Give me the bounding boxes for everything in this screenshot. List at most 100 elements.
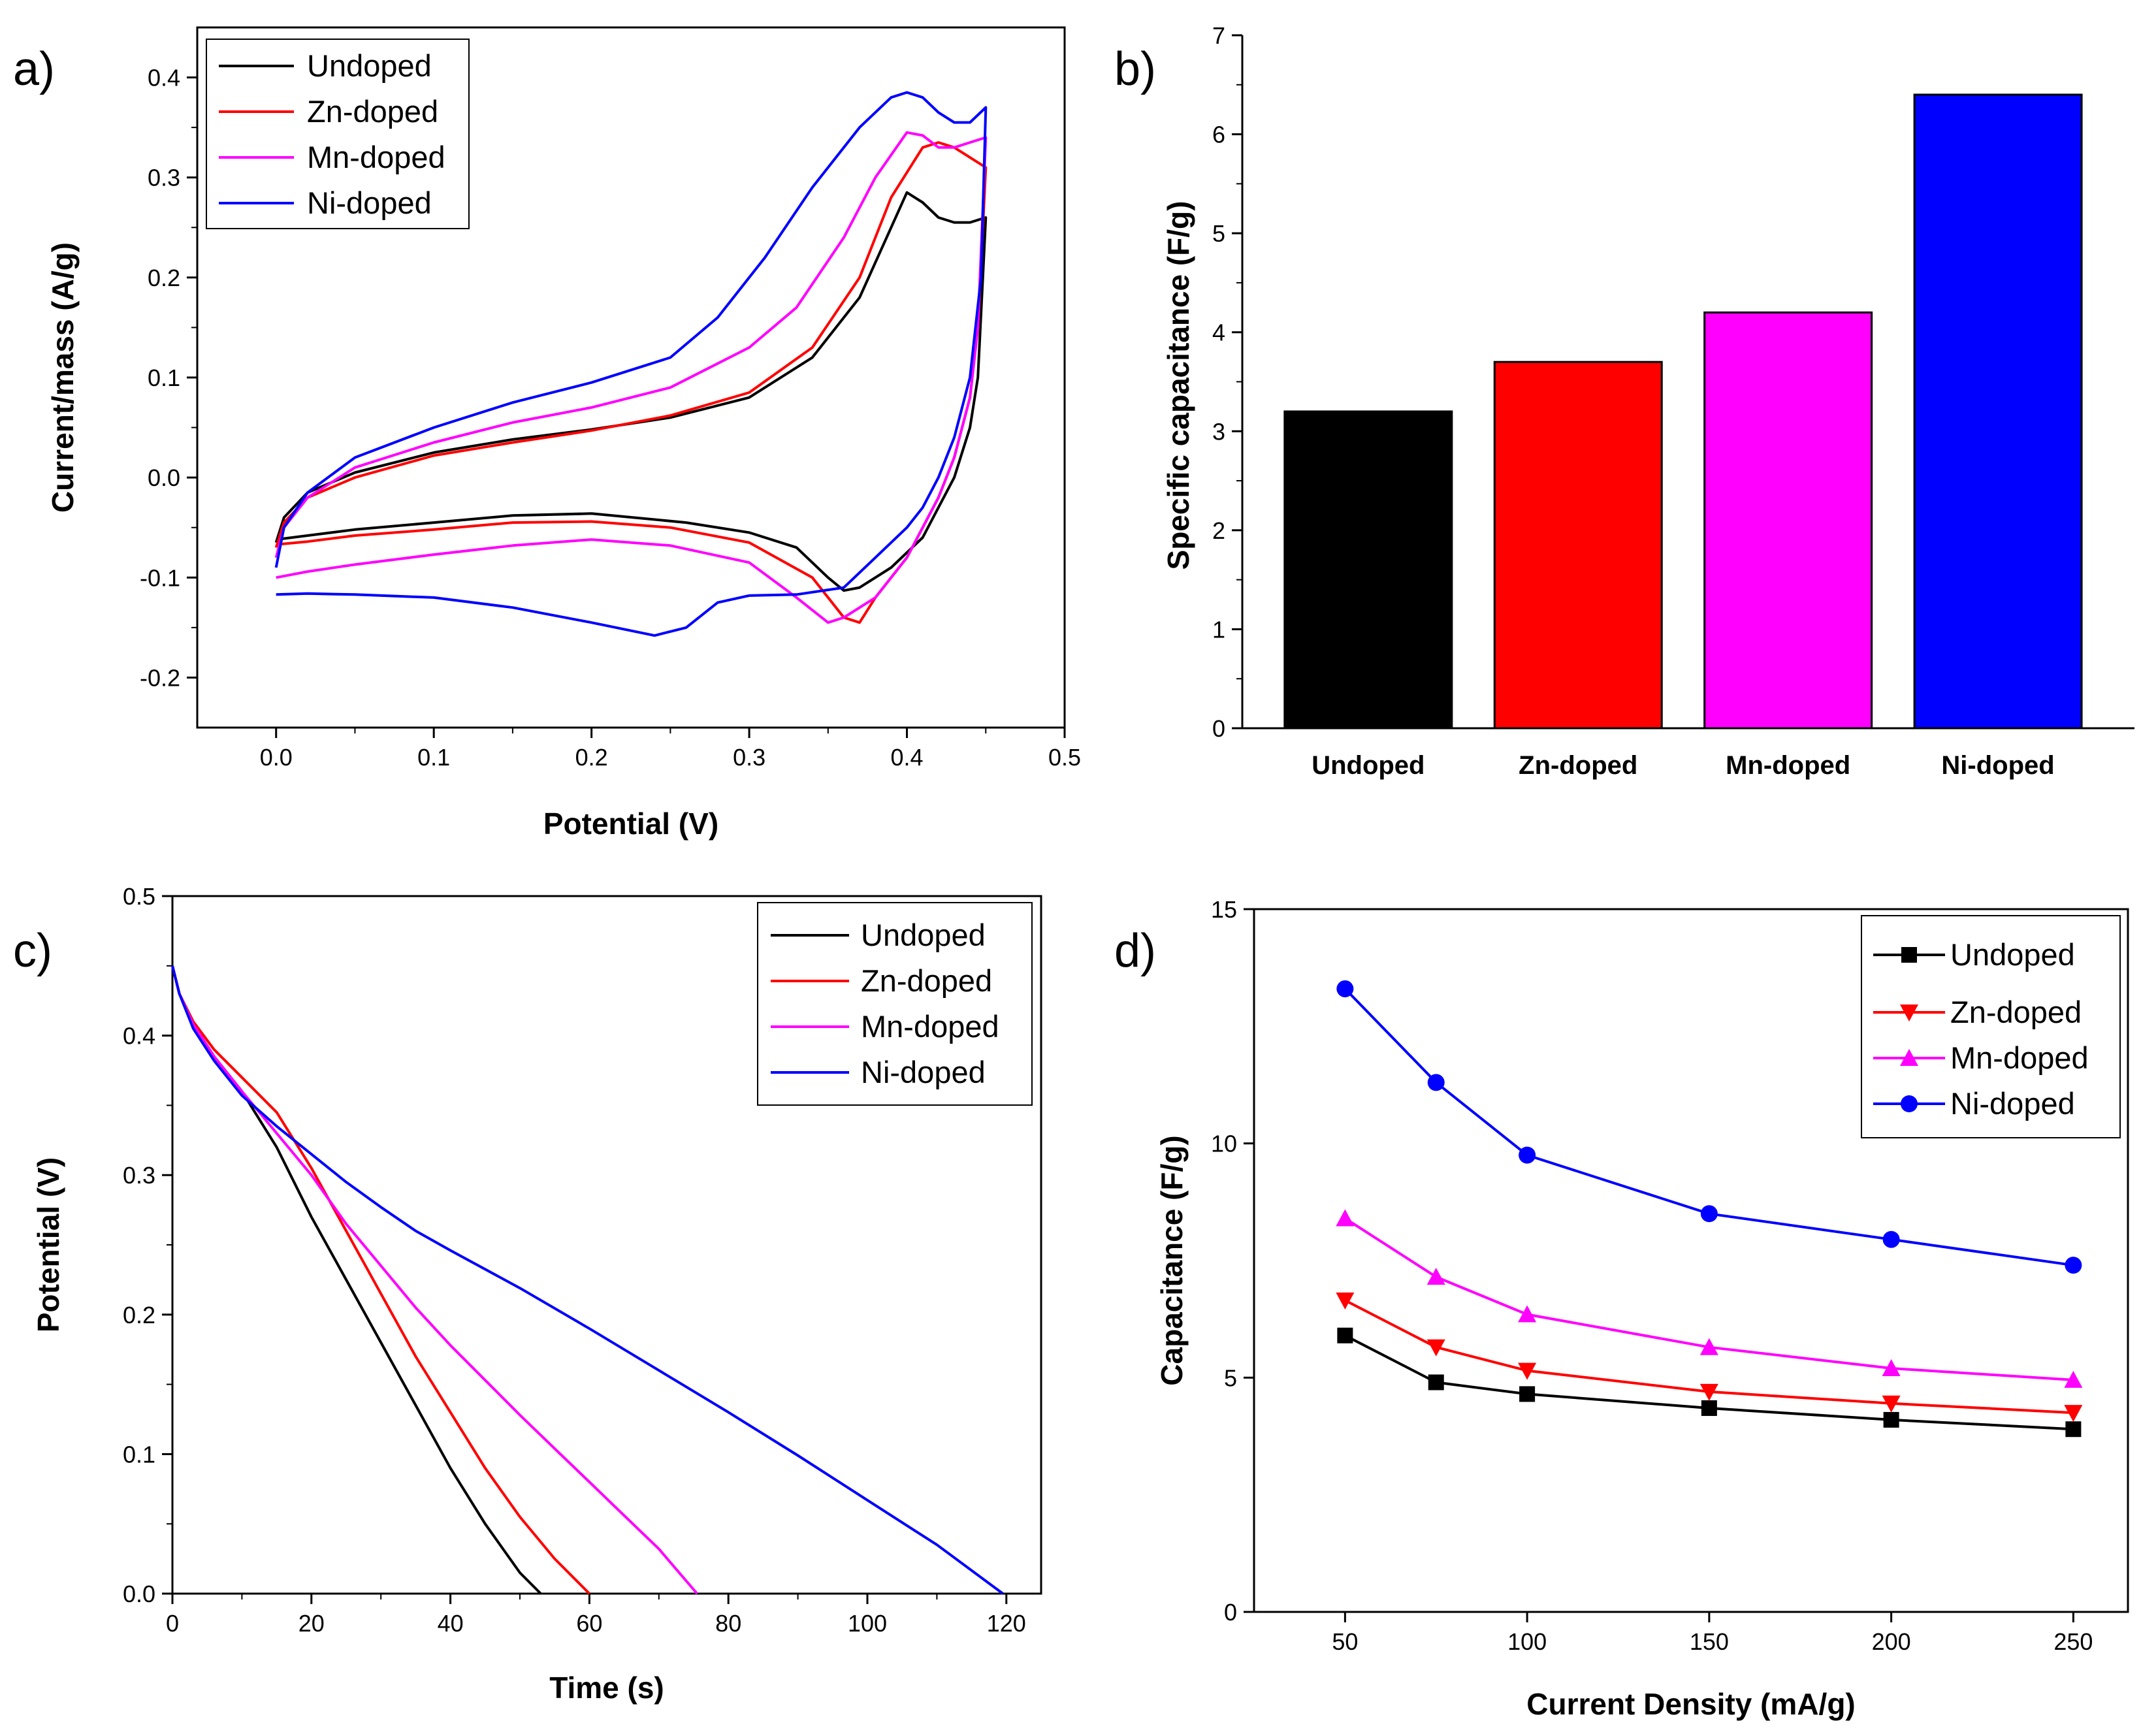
x-tick-label: 0.2	[575, 744, 608, 771]
panel-label-d: d)	[1114, 925, 1156, 977]
panel-label-b: b)	[1114, 43, 1156, 95]
y-tick-label: 1	[1212, 616, 1225, 643]
data-point-zn-doped	[1699, 1383, 1718, 1401]
bar-undoped	[1283, 410, 1453, 730]
y-tick-label: 0.4	[123, 1023, 155, 1050]
bar-ni-doped	[1913, 93, 2083, 730]
panel-a: a) 0.0 0.1 0.2 0.3 0.4 0.5 -0.2 -0.1 0.0…	[13, 26, 1081, 841]
y-tick-labels-d: 0 5 10 15	[1211, 896, 1237, 1626]
data-point-ni-doped	[2065, 1257, 2082, 1274]
series-group-d	[1336, 980, 2083, 1438]
panel-d: d) 50 100 150 200 250 0 5 10 15 Current …	[1114, 896, 2129, 1721]
x-tick-labels-d: 50 100 150 200 250	[1332, 1628, 2093, 1655]
data-point-ni-doped	[1700, 1205, 1718, 1223]
x-tick-label: 100	[848, 1610, 887, 1637]
y-tick-label: 0.2	[148, 265, 180, 291]
x-tick-labels-c: 0 20 40 60 80 100 120	[166, 1610, 1026, 1637]
x-tick-label: 0.5	[1048, 744, 1081, 771]
legend-marker-square	[1901, 947, 1917, 963]
series-group-c	[171, 965, 1004, 1595]
axis-ticks-b	[1232, 34, 1242, 730]
y-tick-label: 0.3	[123, 1162, 155, 1189]
y-tick-label: 2	[1212, 517, 1225, 544]
legend-label: Zn-doped	[861, 963, 992, 998]
series-line-ni-doped	[1344, 988, 2074, 1267]
y-tick-label: 0.5	[123, 883, 155, 910]
y-tick-label: 0.2	[123, 1302, 155, 1328]
legend-label: Ni-doped	[1950, 1086, 2075, 1121]
y-axis-title-a: Current/mass (A/g)	[46, 242, 80, 513]
data-point-zn-doped	[1426, 1339, 1445, 1357]
data-point-undoped	[1883, 1411, 1899, 1428]
legend-marker-circle	[1901, 1095, 1918, 1112]
series-line-ni-doped	[274, 91, 988, 637]
series-line-zn-doped	[1344, 1299, 2074, 1415]
data-point-ni-doped	[1519, 1146, 1536, 1164]
y-tick-label: 0	[1224, 1599, 1237, 1626]
x-axis-title-d: Current Density (mA/g)	[1526, 1687, 1855, 1721]
data-point-mn-doped	[1518, 1305, 1537, 1323]
data-point-ni-doped	[1427, 1074, 1445, 1091]
legend-label: Zn-doped	[1950, 995, 2082, 1029]
x-tick-label: 200	[1872, 1628, 1911, 1655]
y-axis-title-b: Specific capacitance (F/g)	[1161, 201, 1195, 570]
data-point-mn-doped	[1882, 1358, 1901, 1376]
y-tick-label: 0.3	[148, 165, 180, 191]
y-tick-label: 0.0	[123, 1581, 155, 1607]
legend-label: Ni-doped	[861, 1055, 986, 1089]
data-point-zn-doped	[1882, 1395, 1901, 1413]
legend-label: Undoped	[307, 48, 432, 83]
data-point-ni-doped	[1882, 1230, 1900, 1248]
data-point-zn-doped	[1336, 1292, 1355, 1310]
y-tick-label: 6	[1212, 121, 1225, 148]
bars-b	[1283, 93, 2083, 730]
category-label: Zn-doped	[1519, 751, 1637, 780]
legend-label: Mn-doped	[1950, 1040, 2089, 1075]
data-point-mn-doped	[1426, 1268, 1445, 1285]
x-tick-label: 20	[298, 1610, 325, 1637]
series-line-mn-doped	[1344, 1217, 2074, 1381]
y-tick-label: 0.1	[123, 1441, 155, 1468]
y-tick-label: 10	[1211, 1131, 1237, 1157]
series-line-ni-doped	[171, 965, 1004, 1595]
category-label: Undoped	[1312, 751, 1425, 780]
y-tick-labels-b: 0 1 2 3 4 5 6 7	[1212, 22, 1225, 742]
legend-box	[206, 39, 470, 229]
panel-label-a: a)	[13, 43, 55, 95]
x-tick-labels-a: 0.0 0.1 0.2 0.3 0.4 0.5	[260, 744, 1081, 771]
y-axis-title-c: Potential (V)	[31, 1157, 65, 1332]
x-tick-label: 60	[576, 1610, 602, 1637]
panel-b: b) 0 1 2 3 4 5 6 7 Undoped Zn-doped Mn-d…	[1114, 22, 2134, 780]
series-line-zn-doped	[171, 965, 590, 1595]
data-point-undoped	[2065, 1421, 2082, 1438]
y-tick-label: 5	[1224, 1364, 1237, 1391]
category-label: Mn-doped	[1726, 751, 1850, 780]
y-tick-label: -0.1	[140, 564, 180, 591]
axis-ticks-d	[1244, 908, 2074, 1622]
y-tick-labels-c: 0.0 0.1 0.2 0.3 0.4 0.5	[123, 883, 155, 1607]
legend-label: Undoped	[1950, 937, 2075, 972]
y-tick-label: 0	[1212, 715, 1225, 742]
bar-mn-doped	[1703, 311, 1873, 730]
y-tick-label: 4	[1212, 319, 1225, 346]
legend-label: Ni-doped	[307, 185, 432, 220]
x-tick-label: 120	[987, 1610, 1026, 1637]
legend-label: Mn-doped	[307, 140, 445, 174]
panel-label-c: c)	[13, 925, 52, 977]
series-group-a	[274, 91, 988, 637]
y-tick-label: 0.4	[148, 65, 180, 91]
x-tick-label: 150	[1690, 1628, 1729, 1655]
x-tick-label: 0.0	[260, 744, 293, 771]
x-tick-label: 50	[1332, 1628, 1358, 1655]
x-tick-label: 250	[2053, 1628, 2093, 1655]
data-point-zn-doped	[1518, 1362, 1537, 1380]
series-line-undoped	[1344, 1334, 2074, 1431]
data-point-zn-doped	[2064, 1405, 2083, 1423]
legend-label: Zn-doped	[307, 94, 438, 129]
x-tick-label: 0	[166, 1610, 179, 1637]
y-axis-title-d: Capacitance (F/g)	[1155, 1135, 1189, 1385]
y-tick-labels-a: -0.2 -0.1 0.0 0.1 0.2 0.3 0.4	[140, 65, 180, 692]
y-tick-label: 5	[1212, 220, 1225, 247]
y-tick-label: -0.2	[140, 664, 180, 691]
